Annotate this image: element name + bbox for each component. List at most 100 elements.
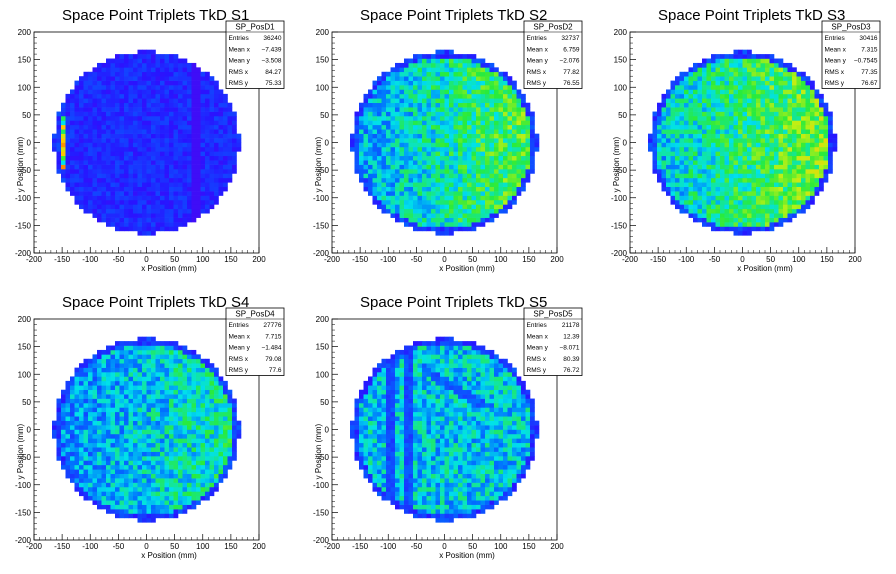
- heatmap-cell: [440, 173, 445, 179]
- heatmap-cell: [79, 433, 84, 439]
- heatmap-cell: [408, 186, 414, 192]
- heatmap-cell: [787, 98, 793, 104]
- heatmap-cell: [458, 204, 463, 210]
- heatmap-cell: [670, 151, 676, 157]
- heatmap-cell: [182, 173, 188, 179]
- heatmap-cell: [706, 120, 712, 126]
- heatmap-cell: [178, 151, 183, 157]
- heatmap-cell: [128, 146, 134, 152]
- heatmap-cell: [97, 438, 102, 444]
- heatmap-cell: [801, 102, 806, 108]
- heatmap-cell: [476, 169, 481, 174]
- heatmap-cell: [462, 182, 468, 187]
- heatmap-cell: [187, 133, 192, 139]
- heatmap-cell: [485, 111, 490, 117]
- heatmap-cell: [363, 173, 369, 179]
- heatmap-cell: [801, 133, 806, 139]
- heatmap-cell: [97, 98, 102, 104]
- heatmap-cell: [413, 111, 418, 117]
- heatmap-cell: [715, 177, 721, 183]
- heatmap-cell: [792, 111, 797, 117]
- heatmap-cell: [70, 456, 75, 461]
- heatmap-cell: [70, 380, 75, 386]
- heatmap-cell: [765, 169, 770, 174]
- heatmap-cell: [182, 129, 188, 134]
- heatmap-cell: [724, 213, 730, 218]
- heatmap-cell: [223, 164, 228, 170]
- heatmap-cell: [810, 115, 815, 121]
- heatmap-cell: [178, 124, 183, 130]
- heatmap-cell: [155, 93, 161, 99]
- heatmap-cell: [435, 226, 441, 232]
- heatmap-cell: [688, 129, 694, 134]
- heatmap-cell: [684, 142, 689, 148]
- heatmap-cell: [431, 58, 436, 64]
- heatmap-cell: [115, 354, 120, 360]
- heatmap-cell: [200, 120, 206, 126]
- heatmap-cell: [512, 111, 517, 117]
- heatmap-cell: [733, 54, 739, 59]
- heatmap-cell: [498, 133, 504, 139]
- heatmap-cell: [128, 389, 134, 395]
- heatmap-cell: [796, 98, 802, 104]
- heatmap-cell: [390, 195, 396, 201]
- heatmap-cell: [422, 222, 427, 227]
- heatmap-cell: [507, 120, 513, 126]
- heatmap-cell: [756, 62, 761, 68]
- heatmap-cell: [218, 177, 224, 183]
- heatmap-cell: [670, 111, 676, 117]
- heatmap-cell: [431, 129, 436, 134]
- heatmap-cell: [471, 142, 477, 148]
- heatmap-cell: [498, 155, 504, 161]
- heatmap-cell: [765, 191, 770, 196]
- heatmap-cell: [386, 107, 391, 112]
- heatmap-cell: [92, 164, 98, 170]
- heatmap-cell: [65, 389, 71, 395]
- heatmap-cell: [110, 500, 116, 505]
- heatmap-cell: [801, 129, 806, 134]
- heatmap-cell: [146, 93, 152, 99]
- heatmap-cell: [395, 62, 400, 68]
- heatmap-cell: [729, 76, 734, 81]
- heatmap-cell: [182, 76, 188, 81]
- heatmap-cell: [796, 89, 802, 95]
- heatmap-cell: [79, 473, 84, 479]
- heatmap-cell: [507, 89, 513, 95]
- heatmap-cell: [431, 89, 436, 95]
- heatmap-cell: [133, 67, 138, 73]
- heatmap-cell: [124, 389, 129, 395]
- heatmap-cell: [200, 182, 206, 187]
- heatmap-cell: [191, 62, 197, 68]
- heatmap-cell: [359, 142, 364, 148]
- heatmap-cell: [187, 138, 192, 143]
- heatmap-cell: [769, 85, 775, 90]
- heatmap-cell: [196, 85, 201, 90]
- heatmap-cell: [97, 385, 102, 391]
- heatmap-cell: [372, 80, 378, 86]
- heatmap-cell: [128, 62, 134, 68]
- heatmap-cell: [805, 199, 811, 205]
- heatmap-cell: [503, 195, 508, 201]
- heatmap-cell: [507, 160, 513, 165]
- heatmap-cell: [386, 102, 391, 108]
- heatmap-cell: [742, 226, 748, 232]
- heatmap-cell: [530, 124, 535, 130]
- heatmap-cell: [133, 120, 138, 126]
- heatmap-cell: [679, 71, 685, 77]
- heatmap-cell: [128, 54, 134, 59]
- heatmap-cell: [453, 222, 459, 227]
- heatmap-cell: [417, 222, 423, 227]
- heatmap-cell: [440, 155, 445, 161]
- heatmap-cell: [214, 199, 219, 205]
- heatmap-cell: [724, 93, 730, 99]
- heatmap-cell: [227, 142, 233, 148]
- heatmap-cell: [61, 133, 66, 139]
- heatmap-cell: [480, 98, 486, 104]
- heatmap-cell: [133, 363, 138, 368]
- heatmap-cell: [223, 169, 228, 174]
- heatmap-cell: [83, 442, 89, 448]
- heatmap-cell: [83, 177, 89, 183]
- heatmap-cell: [720, 204, 725, 210]
- heatmap-cell: [796, 191, 802, 196]
- heatmap-cell: [426, 71, 432, 77]
